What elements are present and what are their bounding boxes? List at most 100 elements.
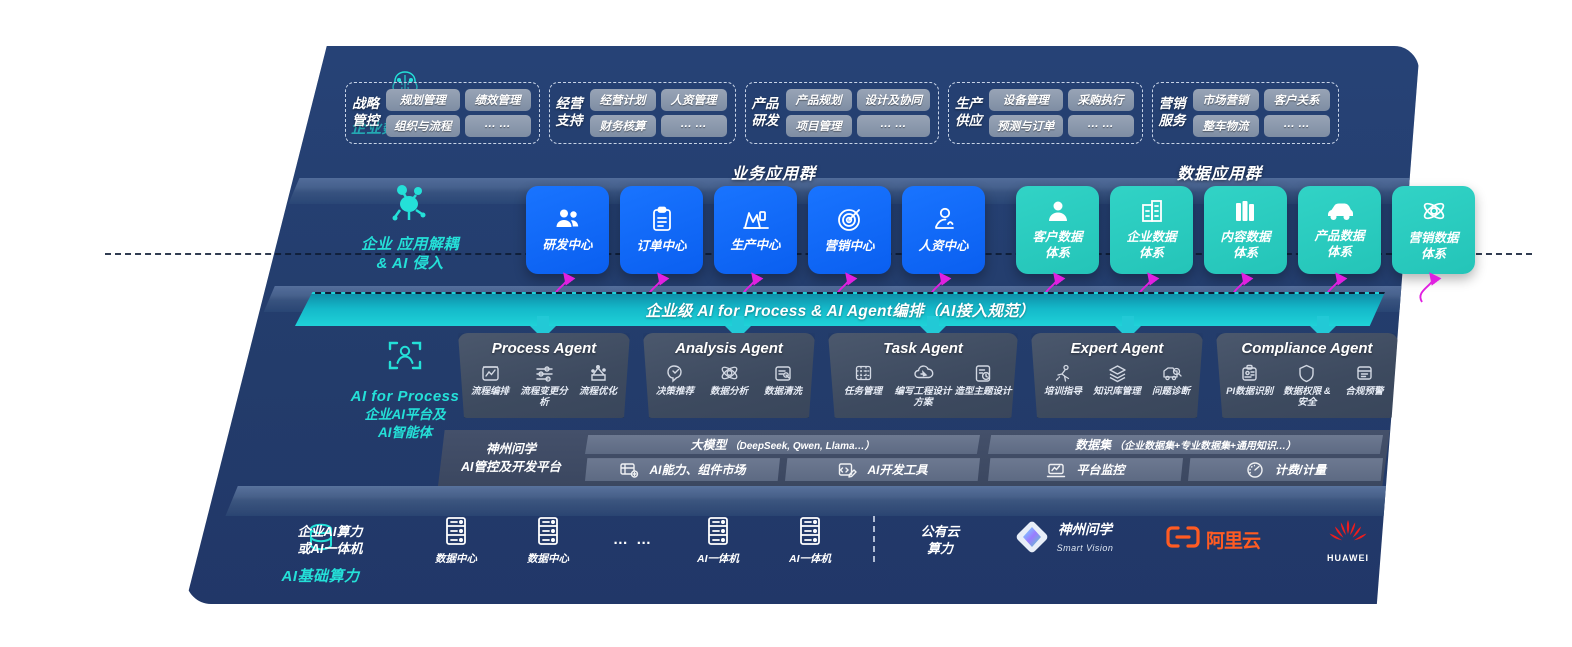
ai-platform-bar: 神州问学 AI管控及开发平台 大模型 （DeepSeek, Qwen, Llama……: [438, 430, 1390, 486]
platform-cell-market[interactable]: AI能力、组件市场: [585, 458, 780, 481]
compute-item-aibox[interactable]: AI一体机: [764, 512, 856, 566]
agent-feature[interactable]: 决策推荐: [649, 361, 701, 398]
brand-name-en: HUAWEI: [1327, 552, 1369, 563]
capability-group[interactable]: 产品 研发 产品规划 设计及协同 项目管理 … …: [744, 82, 939, 144]
compute-item-datacenter[interactable]: 数据中心: [502, 512, 594, 566]
agent-feature[interactable]: 培训指导: [1037, 361, 1089, 398]
data-card-customer[interactable]: 客户数据 体系: [1016, 186, 1099, 274]
alert-box-icon: [1337, 361, 1392, 385]
platform-cell-monitor[interactable]: 平台监控: [988, 458, 1183, 481]
agent-card-compliance[interactable]: Compliance Agent PI数据识别: [1216, 333, 1398, 418]
agent-title: Analysis Agent: [675, 340, 783, 357]
capability-group[interactable]: 战略 管控 规划管理 绩效管理 组织与流程 … …: [345, 82, 540, 144]
capability-chip[interactable]: 采购执行: [1067, 89, 1134, 111]
capability-chip[interactable]: 人资管理: [660, 89, 727, 111]
user-icon: [1046, 199, 1070, 223]
app-card-order[interactable]: 订单中心: [620, 186, 703, 274]
capability-chip[interactable]: … …: [856, 115, 930, 137]
agent-feature[interactable]: 知识库管理: [1091, 361, 1143, 398]
data-card-product[interactable]: 产品数据 体系: [1298, 186, 1381, 274]
data-card-content[interactable]: 内容数据 体系: [1204, 186, 1287, 274]
data-card-enterprise[interactable]: 企业数据 体系: [1110, 186, 1193, 274]
ai-invasion-icon: [330, 182, 490, 229]
agent-feature[interactable]: 数据权限 & 安全: [1279, 361, 1334, 409]
compute-item-aibox[interactable]: AI一体机: [672, 512, 764, 566]
brand-aliyun[interactable]: 阿里云: [1138, 525, 1288, 554]
capability-chip[interactable]: … …: [1067, 115, 1134, 137]
agent-feature[interactable]: 问题诊断: [1145, 361, 1197, 398]
brand-name-en: Smart Vision: [1056, 543, 1114, 554]
app-card-marketing[interactable]: 营销中心: [808, 186, 891, 274]
platform-name: 神州问学 AI管控及开发平台: [460, 441, 561, 474]
agent-feature-label: 知识库管理: [1093, 386, 1141, 397]
capability-chip[interactable]: 规划管理: [386, 89, 460, 111]
app-card-hr[interactable]: 人资中心: [902, 186, 985, 274]
agent-card-expert[interactable]: Expert Agent 培训指导: [1031, 333, 1203, 418]
data-card-label: 营销数据 体系: [1408, 230, 1459, 261]
capability-group[interactable]: 生产 供应 设备管理 采购执行 预测与订单 … …: [948, 82, 1143, 144]
data-card-label: 内容数据 体系: [1220, 229, 1271, 260]
ai-orchestration-banner[interactable]: 企业级 AI for Process & AI Agent编排（AI接入规范）: [295, 292, 1385, 326]
capability-chip[interactable]: 整车物流: [1192, 115, 1259, 137]
rail-label-compute: AI基础算力: [258, 520, 383, 586]
capability-chip[interactable]: … …: [1263, 115, 1330, 137]
agent-card-analysis[interactable]: Analysis Agent 决策推荐: [643, 333, 815, 418]
capability-chip[interactable]: 项目管理: [785, 115, 852, 137]
app-card-rd[interactable]: 研发中心: [526, 186, 609, 274]
agent-card-process[interactable]: Process Agent 流程编排 流程变更分析: [458, 333, 630, 418]
platform-cell-devtools[interactable]: AI开发工具: [785, 458, 980, 481]
capability-chip[interactable]: 设计及协同: [856, 89, 930, 111]
agent-feature[interactable]: 编写工程设计方案: [894, 361, 952, 409]
agent-feature-label: 造型主题设计: [954, 386, 1012, 397]
decision-icon: [649, 361, 701, 385]
agent-feature[interactable]: 造型主题设计: [954, 361, 1012, 398]
capability-group[interactable]: 经营 支持 经营计划 人资管理 财务核算 … …: [548, 82, 736, 144]
agent-feature[interactable]: 流程编排: [464, 361, 516, 398]
capability-chip[interactable]: 财务核算: [589, 115, 656, 137]
capability-chip[interactable]: 组织与流程: [386, 115, 460, 137]
agent-feature[interactable]: 流程优化: [572, 361, 624, 398]
agent-feature[interactable]: 流程变更分析: [518, 361, 570, 409]
data-card-marketing[interactable]: 营销数据 体系: [1392, 186, 1475, 274]
brand-huawei[interactable]: HUAWEI: [1288, 514, 1408, 564]
capability-chip[interactable]: 设备管理: [989, 89, 1063, 111]
rail-label-ai-process: AI for Process 企业AI平台及 AI智能体: [320, 336, 490, 441]
group-name: 产品 研发: [751, 96, 779, 128]
compute-label-enterprise: 企业AI算力 或AI一体机: [297, 524, 363, 556]
capability-group[interactable]: 营销 服务 市场营销 客户关系 整车物流 … …: [1151, 82, 1339, 144]
devtool-icon: [837, 461, 858, 479]
capability-chip[interactable]: … …: [464, 115, 531, 137]
capability-chip[interactable]: 绩效管理: [464, 89, 531, 111]
agent-feature[interactable]: 数据分析: [703, 361, 755, 398]
capability-chip[interactable]: 产品规划: [785, 89, 852, 111]
agent-feature[interactable]: PI数据识别: [1222, 361, 1277, 398]
platform-cell-label: AI能力、组件市场: [649, 463, 746, 478]
layers-icon: [1091, 361, 1143, 385]
capability-chip[interactable]: 客户关系: [1263, 89, 1330, 111]
agent-feature[interactable]: 数据清洗: [757, 361, 809, 398]
data-clean-icon: [757, 361, 809, 385]
capability-chip[interactable]: 市场营销: [1192, 89, 1259, 111]
capability-chip[interactable]: … …: [660, 115, 727, 137]
capability-chip[interactable]: 预测与订单: [989, 115, 1063, 137]
capability-chip[interactable]: 经营计划: [589, 89, 656, 111]
rail-title: AI for Process: [350, 387, 460, 405]
brand-smartvision[interactable]: 神州问学 Smart Vision: [988, 518, 1138, 561]
agent-card-task[interactable]: Task Agent 任务管理: [828, 333, 1018, 418]
agent-feature-label: 任务管理: [843, 386, 882, 397]
agent-down-arrows: [530, 316, 1336, 339]
agent-feature[interactable]: 合规预警: [1337, 361, 1392, 398]
compute-item-datacenter[interactable]: 数据中心: [410, 512, 502, 566]
agent-feature-label: 数据清洗: [763, 386, 802, 397]
platform-cell-label: 计费/计量: [1274, 463, 1327, 478]
car-icon: [1326, 200, 1354, 222]
optimize-icon: [572, 361, 624, 385]
platform-cell-billing[interactable]: 计费/计量: [1188, 458, 1383, 481]
app-card-production[interactable]: 生产中心: [714, 186, 797, 274]
dots-icon: … …: [612, 530, 654, 548]
group-name: 营销 服务: [1158, 96, 1186, 128]
platform-dataset-header: 数据集 （企业数据集+专业数据集+通用知识…）: [988, 435, 1383, 455]
group-name: 战略 管控: [352, 96, 379, 128]
agent-feature[interactable]: 任务管理: [834, 361, 892, 398]
users-icon: [555, 207, 581, 231]
